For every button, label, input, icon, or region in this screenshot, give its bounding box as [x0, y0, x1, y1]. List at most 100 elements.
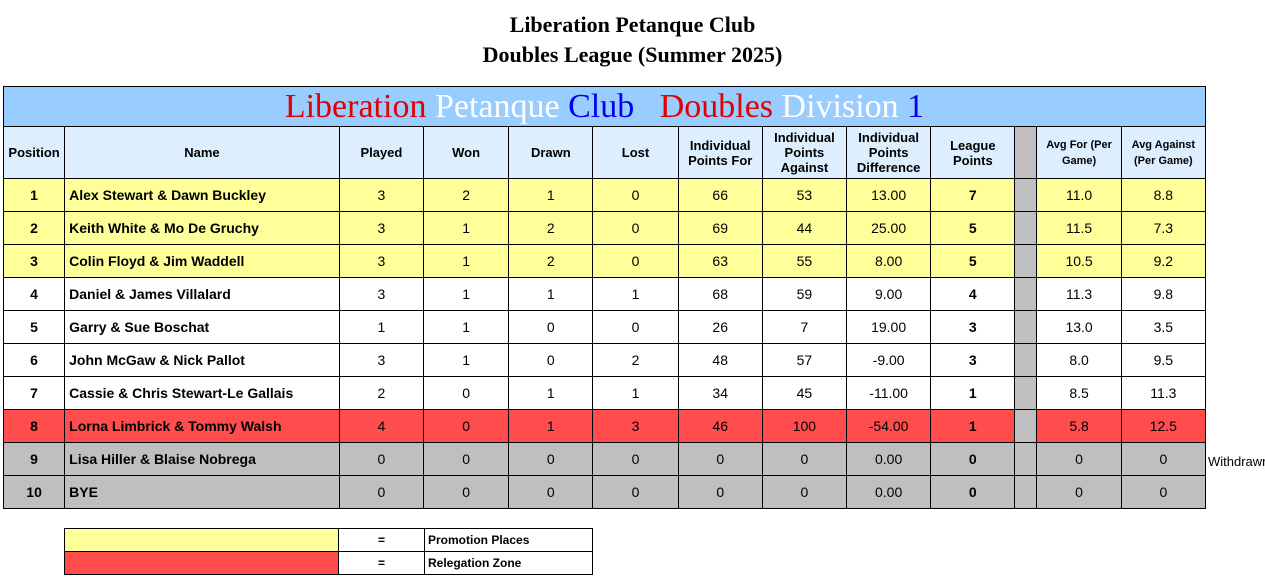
played-cell: 3: [338, 277, 425, 311]
page-subtitle: Doubles League (Summer 2025): [482, 42, 783, 67]
points-for-cell: 26: [677, 310, 763, 344]
col-header-points-for: Individual Points For: [677, 126, 763, 179]
points-difference-cell: 8.00: [846, 244, 932, 278]
lost-cell: 0: [592, 442, 679, 476]
drawn-cell: 2: [508, 211, 594, 245]
avg-against-cell: 3.5: [1120, 310, 1207, 344]
played-cell: 0: [338, 442, 425, 476]
drawn-cell: 0: [508, 442, 594, 476]
won-cell: 1: [422, 211, 510, 245]
points-for-cell: 46: [677, 409, 763, 443]
lost-cell: 1: [592, 277, 679, 311]
team-name-cell: John McGaw & Nick Pallot: [64, 343, 340, 377]
page-title: Liberation Petanque Club: [509, 12, 756, 37]
position-cell: 10: [2, 475, 66, 509]
league-points-cell: 0: [930, 442, 1016, 476]
position-cell: 3: [2, 244, 66, 278]
lost-cell: 1: [592, 376, 679, 410]
points-against-cell: 57: [761, 343, 848, 377]
played-cell: 4: [338, 409, 425, 443]
col-header-name: Name: [64, 126, 340, 179]
column-gap: [1014, 178, 1038, 212]
points-for-cell: 69: [677, 211, 763, 245]
table-row: 9 Lisa Hiller & Blaise Nobrega 0 0 0 0 0 0 0.00 0…: [2, 442, 1207, 476]
league-points-cell: 5: [930, 211, 1016, 245]
won-cell: 0: [422, 376, 510, 410]
drawn-cell: 1: [508, 178, 594, 212]
drawn-cell: 1: [508, 376, 594, 410]
legend: = Promotion Places = Relegation Zone: [64, 528, 593, 575]
team-name-cell: BYE: [64, 475, 340, 509]
points-difference-cell: 19.00: [846, 310, 932, 344]
drawn-cell: 1: [508, 409, 594, 443]
team-name-cell: Lorna Limbrick & Tommy Walsh: [64, 409, 340, 443]
lost-cell: 0: [592, 211, 679, 245]
column-gap: [1014, 442, 1038, 476]
banner-word: Club: [568, 87, 635, 125]
table-row: 10 BYE 0 0 0 0 0 0 0.00 0 0 0: [2, 475, 1207, 509]
table-row: 5 Garry & Sue Boschat 1 1 0 0 26 7 19.00 3 13.0 3.5: [2, 310, 1207, 344]
avg-for-cell: 13.0: [1036, 310, 1122, 344]
league-points-cell: 3: [930, 343, 1016, 377]
points-against-cell: 0: [761, 475, 848, 509]
column-gap: [1014, 409, 1038, 443]
position-cell: 2: [2, 211, 66, 245]
col-header-lost: Lost: [592, 126, 679, 179]
league-points-cell: 1: [930, 376, 1016, 410]
points-against-cell: 59: [761, 277, 848, 311]
drawn-cell: 0: [508, 343, 594, 377]
points-difference-cell: 13.00: [846, 178, 932, 212]
points-against-cell: 7: [761, 310, 848, 344]
points-for-cell: 34: [677, 376, 763, 410]
banner-word: Doubles: [659, 87, 774, 125]
team-name-cell: Alex Stewart & Dawn Buckley: [64, 178, 340, 212]
table-row: 6 John McGaw & Nick Pallot 3 1 0 2 48 57 -9.00 3 8…: [2, 343, 1207, 377]
avg-for-cell: 0: [1036, 475, 1122, 509]
relegation-swatch: [64, 551, 339, 575]
avg-for-cell: 5.8: [1036, 409, 1122, 443]
avg-against-cell: 9.2: [1120, 244, 1207, 278]
column-gap: [1014, 244, 1038, 278]
column-gap: [1014, 277, 1038, 311]
league-points-cell: 1: [930, 409, 1016, 443]
points-difference-cell: 25.00: [846, 211, 932, 245]
drawn-cell: 0: [508, 475, 594, 509]
league-points-cell: 7: [930, 178, 1016, 212]
team-name-cell: Cassie & Chris Stewart-Le Gallais: [64, 376, 340, 410]
avg-against-cell: 12.5: [1120, 409, 1207, 443]
column-gap: [1014, 376, 1038, 410]
col-header-avg-against: Avg Against (Per Game): [1120, 126, 1207, 179]
won-cell: 0: [422, 442, 510, 476]
lost-cell: 2: [592, 343, 679, 377]
won-cell: 1: [422, 343, 510, 377]
league-points-cell: 5: [930, 244, 1016, 278]
avg-for-cell: 11.3: [1036, 277, 1122, 311]
team-name-cell: Colin Floyd & Jim Waddell: [64, 244, 340, 278]
avg-against-cell: 11.3: [1120, 376, 1207, 410]
points-against-cell: 100: [761, 409, 848, 443]
position-cell: 9: [2, 442, 66, 476]
table-row: 3 Colin Floyd & Jim Waddell 3 1 2 0 63 55 8.00 5 1…: [2, 244, 1207, 278]
position-cell: 7: [2, 376, 66, 410]
won-cell: 0: [422, 475, 510, 509]
lost-cell: 0: [592, 178, 679, 212]
column-gap: [1014, 475, 1038, 509]
relegation-label: Relegation Zone: [424, 551, 593, 575]
points-difference-cell: 0.00: [846, 475, 932, 509]
points-for-cell: 66: [677, 178, 763, 212]
lost-cell: 3: [592, 409, 679, 443]
col-header-avg-for: Avg For (Per Game): [1036, 126, 1122, 179]
column-gap: [1014, 126, 1038, 179]
position-cell: 4: [2, 277, 66, 311]
points-for-cell: 0: [677, 475, 763, 509]
avg-for-cell: 0: [1036, 442, 1122, 476]
table-row: 7 Cassie & Chris Stewart-Le Gallais 2 0 1 1 34…: [2, 376, 1207, 410]
banner-word: 1: [907, 87, 925, 125]
points-difference-cell: -11.00: [846, 376, 932, 410]
points-against-cell: 44: [761, 211, 848, 245]
points-difference-cell: -54.00: [846, 409, 932, 443]
avg-against-cell: 0: [1120, 442, 1207, 476]
points-for-cell: 0: [677, 442, 763, 476]
position-cell: 6: [2, 343, 66, 377]
banner-word: Liberation: [284, 87, 427, 125]
